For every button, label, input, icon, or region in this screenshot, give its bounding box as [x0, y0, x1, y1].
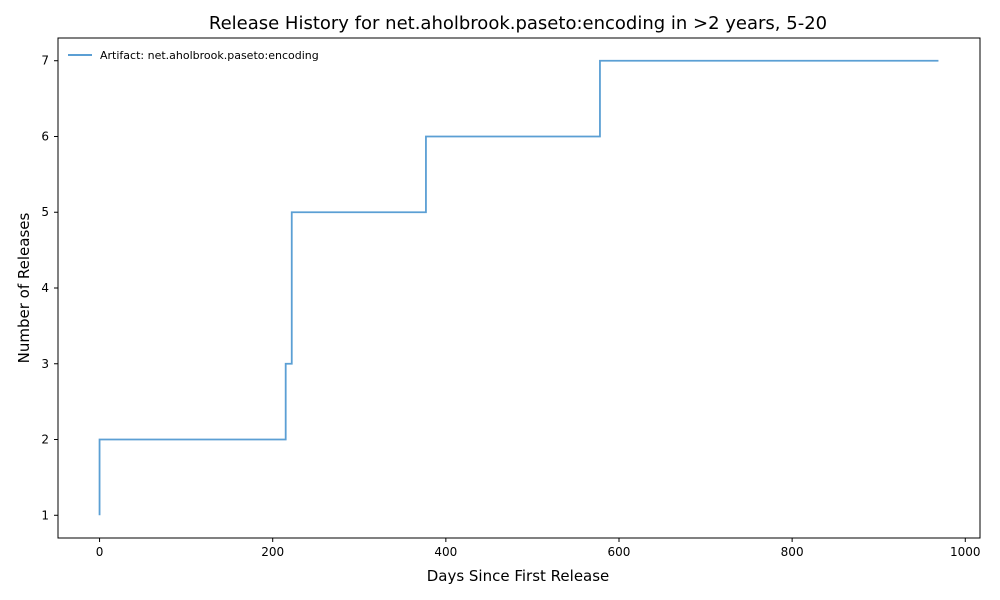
- y-tick-label: 1: [41, 508, 49, 522]
- x-tick-label: 400: [434, 545, 457, 559]
- y-axis-title: Number of Releases: [15, 212, 33, 363]
- y-tick-label: 5: [41, 205, 49, 219]
- y-axis: 1 2 3 4 5 6 7: [41, 54, 58, 522]
- x-axis: 0 200 400 600 800 1000: [96, 538, 981, 559]
- x-tick-label: 600: [608, 545, 631, 559]
- y-tick-label: 7: [41, 54, 49, 68]
- y-tick-label: 6: [41, 129, 49, 143]
- legend: Artifact: net.aholbrook.paseto:encoding: [68, 49, 319, 62]
- x-tick-label: 1000: [950, 545, 981, 559]
- y-tick-label: 2: [41, 433, 49, 447]
- x-axis-title: Days Since First Release: [427, 567, 610, 585]
- x-tick-label: 200: [261, 545, 284, 559]
- y-tick-label: 3: [41, 357, 49, 371]
- series-line: [98, 59, 939, 516]
- legend-label: Artifact: net.aholbrook.paseto:encoding: [100, 49, 319, 62]
- chart-title: Release History for net.aholbrook.paseto…: [209, 13, 827, 34]
- y-tick-label: 4: [41, 281, 49, 295]
- x-tick-label: 0: [96, 545, 104, 559]
- plot-area: [98, 59, 939, 516]
- x-tick-label: 800: [781, 545, 804, 559]
